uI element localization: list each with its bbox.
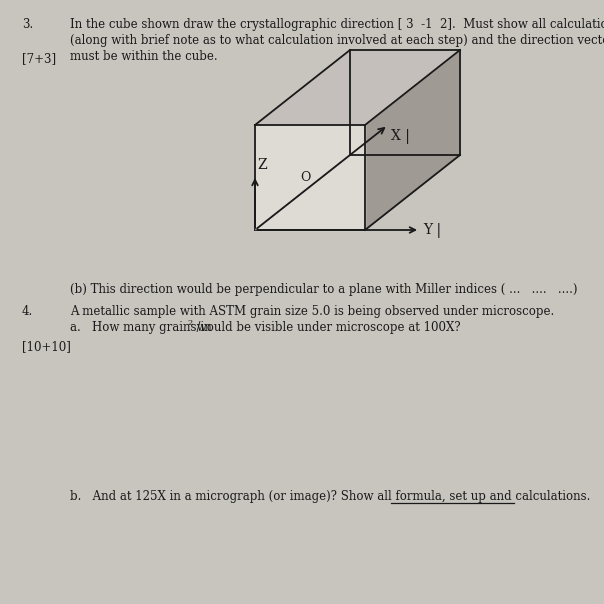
- Polygon shape: [255, 125, 365, 230]
- Text: A metallic sample with ASTM grain size 5.0 is being observed under microscope.: A metallic sample with ASTM grain size 5…: [70, 305, 554, 318]
- Text: b.   And at 125X in a micrograph (or image)? Show all formula, set up and calcul: b. And at 125X in a micrograph (or image…: [70, 490, 590, 503]
- Text: 2: 2: [187, 319, 193, 327]
- Text: In the cube shown draw the crystallographic direction [ 3  -1  2].  Must show al: In the cube shown draw the crystallograp…: [70, 18, 604, 31]
- Polygon shape: [255, 50, 460, 125]
- Polygon shape: [365, 50, 460, 230]
- Text: [7+3]: [7+3]: [22, 52, 56, 65]
- Text: (b) This direction would be perpendicular to a plane with Miller indices ( ...  : (b) This direction would be perpendicula…: [70, 283, 577, 296]
- Text: a.   How many grains/in: a. How many grains/in: [70, 321, 212, 334]
- Text: X |: X |: [391, 129, 410, 144]
- Text: (along with brief note as to what calculation involved at each step) and the dir: (along with brief note as to what calcul…: [70, 34, 604, 47]
- Text: would be visible under microscope at 100X?: would be visible under microscope at 100…: [193, 321, 461, 334]
- Text: must be within the cube.: must be within the cube.: [70, 50, 217, 63]
- Text: 3.: 3.: [22, 18, 33, 31]
- Text: O: O: [300, 171, 310, 184]
- Text: Z: Z: [257, 158, 266, 172]
- Text: Y |: Y |: [423, 223, 441, 239]
- Text: [10+10]: [10+10]: [22, 340, 71, 353]
- Text: 4.: 4.: [22, 305, 33, 318]
